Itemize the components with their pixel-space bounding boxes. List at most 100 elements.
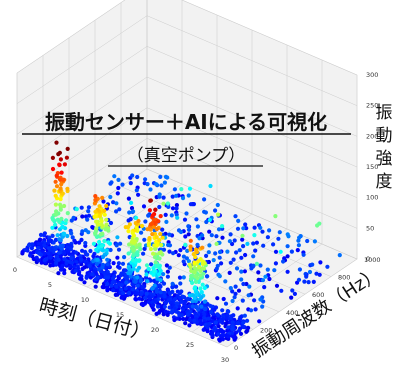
data-point <box>226 325 231 330</box>
data-point <box>191 252 196 257</box>
data-point <box>240 237 245 242</box>
data-point <box>235 321 241 326</box>
data-point <box>53 193 58 198</box>
data-point <box>198 268 203 273</box>
data-point <box>106 240 111 245</box>
data-point <box>181 307 186 312</box>
data-point <box>57 177 63 182</box>
data-point <box>141 204 147 209</box>
data-point <box>77 240 82 245</box>
data-point <box>65 211 70 216</box>
data-point <box>289 295 294 300</box>
data-point <box>124 280 129 285</box>
data-point <box>202 299 207 304</box>
data-point <box>123 268 128 273</box>
data-point <box>158 174 163 179</box>
data-point <box>209 233 214 238</box>
data-point <box>220 235 225 240</box>
data-point <box>200 282 205 287</box>
data-point <box>157 204 162 210</box>
data-point <box>123 225 128 230</box>
data-point <box>163 212 168 217</box>
data-point <box>167 249 172 254</box>
data-point <box>241 244 246 249</box>
data-point <box>220 337 225 342</box>
data-point <box>58 267 64 272</box>
data-point <box>93 209 98 214</box>
data-point <box>86 230 91 235</box>
data-point <box>217 274 222 279</box>
data-point <box>241 226 246 231</box>
x-tick-label: 0 <box>13 266 17 274</box>
data-point <box>135 275 140 280</box>
data-point <box>165 312 170 317</box>
data-point <box>208 183 213 189</box>
data-point <box>239 269 244 274</box>
data-point <box>206 250 211 255</box>
data-point <box>215 296 220 301</box>
gridline-y <box>120 186 332 277</box>
data-point <box>29 246 34 251</box>
data-point <box>104 217 109 222</box>
y-tick-label: 400 <box>286 309 298 317</box>
data-point <box>96 267 102 272</box>
data-point <box>200 233 205 238</box>
data-point <box>205 325 210 330</box>
data-point <box>271 242 276 247</box>
data-point <box>62 203 67 209</box>
data-point <box>235 306 240 311</box>
gridline-z <box>16 107 148 196</box>
data-point <box>138 278 143 284</box>
gridline-z <box>16 46 148 135</box>
data-point <box>131 247 136 253</box>
data-point <box>126 271 131 276</box>
data-point <box>179 299 184 304</box>
x-tick-label: 5 <box>48 281 52 289</box>
data-point <box>145 279 150 284</box>
data-point <box>104 248 109 253</box>
data-point <box>53 202 59 207</box>
data-point <box>174 284 179 289</box>
data-point <box>152 255 158 260</box>
data-point <box>143 177 148 182</box>
data-point <box>79 257 84 262</box>
data-point <box>50 260 55 265</box>
data-point <box>195 224 200 229</box>
data-point <box>170 285 175 290</box>
data-point <box>158 290 163 295</box>
data-point <box>183 234 188 239</box>
data-point <box>238 331 244 336</box>
data-point <box>154 182 159 187</box>
data-point <box>164 263 169 268</box>
data-point <box>193 285 198 290</box>
data-point <box>144 272 149 277</box>
data-point <box>154 235 159 240</box>
data-point <box>144 263 150 268</box>
data-point <box>135 174 140 180</box>
data-point <box>80 266 85 272</box>
data-point <box>46 251 51 256</box>
data-point <box>69 218 74 223</box>
gridline-z <box>146 168 358 260</box>
data-point <box>179 187 184 192</box>
data-point <box>108 247 113 253</box>
data-point <box>183 242 188 247</box>
data-point <box>118 273 123 278</box>
data-point <box>174 193 179 198</box>
data-point <box>228 286 233 291</box>
gridline-z <box>181 0 358 76</box>
data-point <box>131 263 136 268</box>
data-point <box>258 263 263 268</box>
data-point <box>251 241 256 246</box>
data-point <box>171 251 176 256</box>
data-point <box>247 284 252 289</box>
data-point <box>249 308 254 313</box>
data-point <box>85 252 90 257</box>
data-point <box>273 249 279 254</box>
data-point <box>315 223 320 228</box>
data-point <box>261 243 266 248</box>
data-point <box>242 269 247 274</box>
data-point <box>217 337 222 342</box>
data-point <box>184 211 189 216</box>
